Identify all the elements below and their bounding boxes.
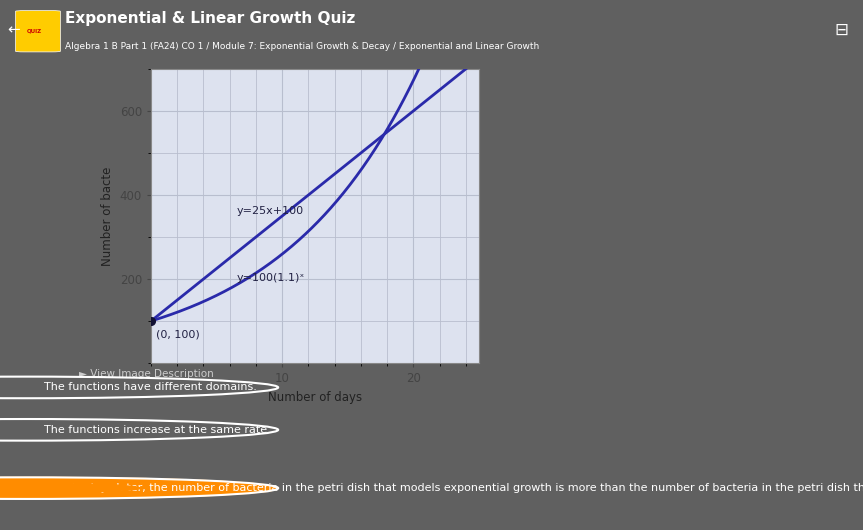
Y-axis label: Number of bacte: Number of bacte bbox=[101, 166, 114, 266]
Circle shape bbox=[0, 478, 278, 499]
FancyBboxPatch shape bbox=[16, 11, 60, 52]
X-axis label: Number of days: Number of days bbox=[268, 391, 362, 404]
Text: QUIZ: QUIZ bbox=[27, 29, 42, 34]
Text: Algebra 1 B Part 1 (FA24) CO 1 / Module 7: Exponential Growth & Decay / Exponent: Algebra 1 B Part 1 (FA24) CO 1 / Module … bbox=[65, 42, 539, 51]
Text: ⊟: ⊟ bbox=[835, 21, 848, 39]
Text: y=100(1.1)ˣ: y=100(1.1)ˣ bbox=[236, 273, 305, 283]
Text: ←: ← bbox=[7, 22, 20, 38]
Text: The functions increase at the same rate.: The functions increase at the same rate. bbox=[44, 425, 270, 435]
Text: Twenty days later, the number of bacteria in the petri dish that models exponent: Twenty days later, the number of bacteri… bbox=[44, 483, 863, 493]
Circle shape bbox=[0, 483, 140, 493]
Text: The functions have different domains.: The functions have different domains. bbox=[44, 383, 256, 392]
Text: Exponential & Linear Growth Quiz: Exponential & Linear Growth Quiz bbox=[65, 11, 355, 26]
Text: (0, 100): (0, 100) bbox=[156, 330, 200, 340]
Text: y=25x+100: y=25x+100 bbox=[236, 206, 304, 216]
Text: ► View Image Description: ► View Image Description bbox=[79, 369, 214, 379]
